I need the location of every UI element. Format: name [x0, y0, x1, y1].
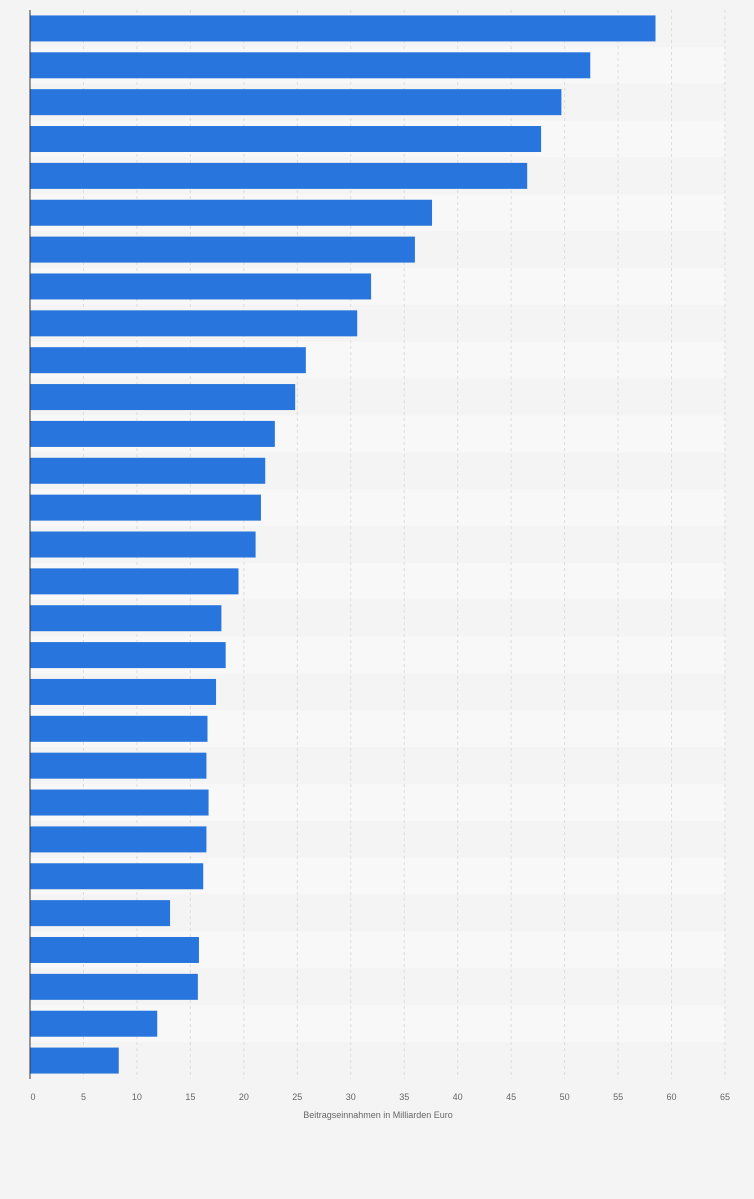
bar[interactable]	[30, 826, 207, 853]
x-axis-title: Beitragseinnahmen in Milliarden Euro	[303, 1110, 453, 1120]
bar[interactable]	[30, 162, 528, 189]
bars	[30, 15, 656, 1074]
bar[interactable]	[30, 642, 226, 669]
x-tick-label: 40	[453, 1092, 463, 1102]
bar[interactable]	[30, 678, 217, 705]
bar[interactable]	[30, 1010, 158, 1037]
x-tick-label: 25	[292, 1092, 302, 1102]
bar[interactable]	[30, 15, 656, 42]
x-axis-ticks: 0 5 10 15 20 25 30 35 40 45 50 55 60 65	[30, 1092, 730, 1102]
bar[interactable]	[30, 236, 415, 263]
bar[interactable]	[30, 347, 306, 374]
bar[interactable]	[30, 89, 562, 116]
x-tick-label: 30	[346, 1092, 356, 1102]
bar[interactable]	[30, 605, 222, 632]
bar[interactable]	[30, 531, 256, 558]
bar[interactable]	[30, 900, 171, 927]
bar[interactable]	[30, 568, 239, 595]
x-tick-label: 20	[239, 1092, 249, 1102]
x-tick-label: 50	[560, 1092, 570, 1102]
bar[interactable]	[30, 52, 591, 79]
row-band	[30, 1042, 725, 1079]
x-tick-label: 55	[613, 1092, 623, 1102]
x-tick-label: 0	[30, 1092, 35, 1102]
bar[interactable]	[30, 494, 261, 521]
x-tick-label: 65	[720, 1092, 730, 1102]
bar[interactable]	[30, 715, 208, 742]
bar[interactable]	[30, 1047, 119, 1074]
bar[interactable]	[30, 384, 296, 411]
bar[interactable]	[30, 273, 372, 300]
x-tick-label: 15	[185, 1092, 195, 1102]
bar[interactable]	[30, 936, 199, 963]
x-tick-label: 5	[81, 1092, 86, 1102]
x-tick-label: 10	[132, 1092, 142, 1102]
bar[interactable]	[30, 420, 275, 447]
bar[interactable]	[30, 199, 433, 226]
bar[interactable]	[30, 126, 542, 153]
x-tick-label: 45	[506, 1092, 516, 1102]
x-tick-label: 35	[399, 1092, 409, 1102]
bar[interactable]	[30, 752, 207, 779]
bar[interactable]	[30, 973, 198, 1000]
bar[interactable]	[30, 789, 209, 816]
bar[interactable]	[30, 457, 266, 484]
x-tick-label: 60	[667, 1092, 677, 1102]
bar[interactable]	[30, 310, 358, 337]
bar[interactable]	[30, 863, 204, 890]
